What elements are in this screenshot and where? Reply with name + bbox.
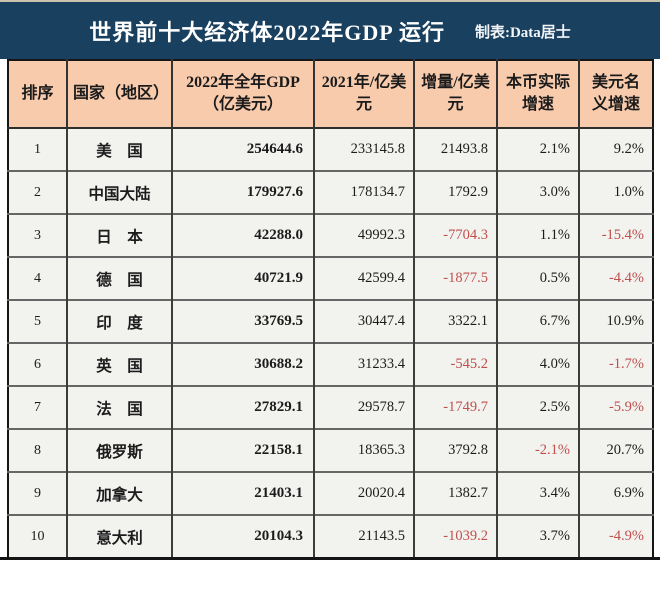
header-row: 排序 国家（地区） 2022年全年GDP（亿美元） 2021年/亿美元 增量/亿美元 本币… [8,60,653,128]
table-cell: 8 [8,428,67,472]
table-cell: 42288.0 [171,213,314,257]
title-bar: 世界前十大经济体2022年GDP 运行 制表:Data居士 [0,2,660,59]
table-cell: 31233.4 [313,342,414,386]
table-cell: -1877.5 [413,256,497,300]
table-cell: 233145.8 [313,127,414,171]
table-cell: 意大利 [66,514,172,557]
table-cell: 3792.8 [413,428,497,472]
table-row: 8 俄罗斯 22158.1 18365.3 3792.8 -2.1% 20.7% [8,428,653,472]
table-cell: 日 本 [66,213,172,257]
header-cell: 2021年/亿美元 [313,60,414,128]
table-cell: 中国大陆 [66,170,172,214]
header-cell: 2022年全年GDP（亿美元） [171,60,314,128]
table-cell: 1.0% [578,170,653,214]
table-cell: 9 [8,471,67,515]
table-cell: 加拿大 [66,471,172,515]
table-cell: 6 [8,342,67,386]
table-cell: -4.4% [578,256,653,300]
header-cell: 增量/亿美元 [413,60,497,128]
table-cell: 3 [8,213,67,257]
table-cell: 20020.4 [313,471,414,515]
gdp-table: 排序 国家（地区） 2022年全年GDP（亿美元） 2021年/亿美元 增量/亿美元 本币… [7,59,654,557]
table-cell: 2 [8,170,67,214]
table-cell: 21493.8 [413,127,497,171]
table-cell: 49992.3 [313,213,414,257]
table-cell: 美 国 [66,127,172,171]
table-cell: 3.0% [496,170,579,214]
table-cell: 10 [8,514,67,557]
table-cell: 德 国 [66,256,172,300]
table-cell: 18365.3 [313,428,414,472]
table-row: 9 加拿大 21403.1 20020.4 1382.7 3.4% 6.9% [8,471,653,515]
table-row: 10 意大利 20104.3 21143.5 -1039.2 3.7% -4.9% [8,514,653,557]
table-cell: 254644.6 [171,127,314,171]
table-cell: 7 [8,385,67,429]
table-cell: 30447.4 [313,299,414,343]
table-cell: -545.2 [413,342,497,386]
table-cell: 法 国 [66,385,172,429]
table-cell: 6.7% [496,299,579,343]
table-cell: 1.1% [496,213,579,257]
table-row: 2 中国大陆 179927.6 178134.7 1792.9 3.0% 1.0% [8,170,653,214]
table-cell: -1749.7 [413,385,497,429]
table-cell: -1.7% [578,342,653,386]
table-cell: 21143.5 [313,514,414,557]
table-bottom-border [0,557,660,560]
table-cell: 20.7% [578,428,653,472]
table-cell: 29578.7 [313,385,414,429]
header-cell: 美元名义增速 [578,60,653,128]
table-cell: 5 [8,299,67,343]
table-cell: -7704.3 [413,213,497,257]
credit-label: 制表:Data居士 [474,25,571,41]
table-cell: 1382.7 [413,471,497,515]
table-cell: 22158.1 [171,428,314,472]
table-cell: 6.9% [578,471,653,515]
table-cell: -2.1% [496,428,579,472]
table-cell: 178134.7 [313,170,414,214]
table-cell: 4.0% [496,342,579,386]
table-cell: -5.9% [578,385,653,429]
table-cell: -15.4% [578,213,653,257]
table-cell: 1792.9 [413,170,497,214]
table-cell: 4 [8,256,67,300]
header-cell: 本币实际增速 [496,60,579,128]
table-cell: 2.5% [496,385,579,429]
table-cell: 1 [8,127,67,171]
page-title: 世界前十大经济体2022年GDP 运行 [89,19,445,45]
table-cell: 3322.1 [413,299,497,343]
table-header: 排序 国家（地区） 2022年全年GDP（亿美元） 2021年/亿美元 增量/亿美元 本币… [8,60,653,128]
table-cell: 21403.1 [171,471,314,515]
table-cell: 3.7% [496,514,579,557]
header-cell: 排序 [8,60,67,128]
table-cell: 印 度 [66,299,172,343]
table-cell: 2.1% [496,127,579,171]
table-cell: -4.9% [578,514,653,557]
header-cell: 国家（地区） [66,60,172,128]
table-cell: 40721.9 [171,256,314,300]
table-cell: 英 国 [66,342,172,386]
table-cell: 3.4% [496,471,579,515]
table-cell: 9.2% [578,127,653,171]
table-cell: 俄罗斯 [66,428,172,472]
table-cell: 30688.2 [171,342,314,386]
table-cell: 20104.3 [171,514,314,557]
table-cell: 0.5% [496,256,579,300]
top-strip-divider [0,0,660,2]
table-cell: 179927.6 [171,170,314,214]
table-cell: 10.9% [578,299,653,343]
table-cell: 42599.4 [313,256,414,300]
table-cell: 27829.1 [171,385,314,429]
table-cell: -1039.2 [413,514,497,557]
table-cell: 33769.5 [171,299,314,343]
